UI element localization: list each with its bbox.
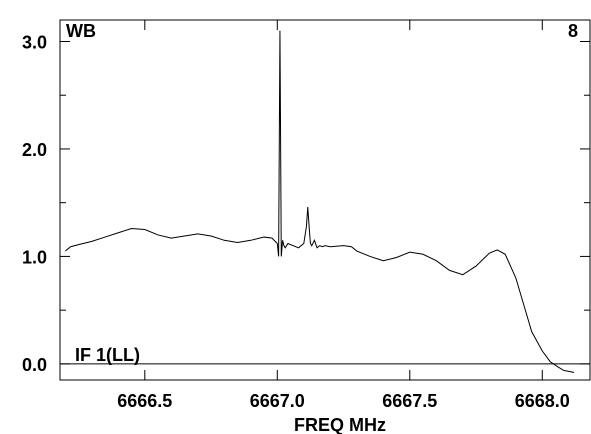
annotation-top-left: WB	[66, 21, 96, 41]
x-tick-label: 6667.5	[382, 391, 437, 411]
x-axis-ticks: 6666.5 6667.0 6667.5 6668.0	[117, 20, 570, 411]
plot-frame	[59, 19, 591, 381]
y-tick-label: 1.0	[22, 247, 47, 267]
annotation-top-right: 8	[568, 21, 578, 41]
y-tick-label: 2.0	[22, 140, 47, 160]
x-axis-label: FREQ MHz	[294, 415, 386, 434]
x-tick-label: 6668.0	[515, 391, 570, 411]
y-tick-label: 0.0	[22, 355, 47, 375]
y-tick-label: 3.0	[22, 32, 47, 52]
annotation-bottom-left: IF 1(LL)	[75, 345, 140, 365]
x-tick-label: 6666.5	[117, 391, 172, 411]
spectrum-line	[64, 30, 575, 373]
y-axis-ticks: 0.0 1.0 2.0 3.0	[22, 32, 590, 375]
x-tick-label: 6667.0	[250, 391, 305, 411]
